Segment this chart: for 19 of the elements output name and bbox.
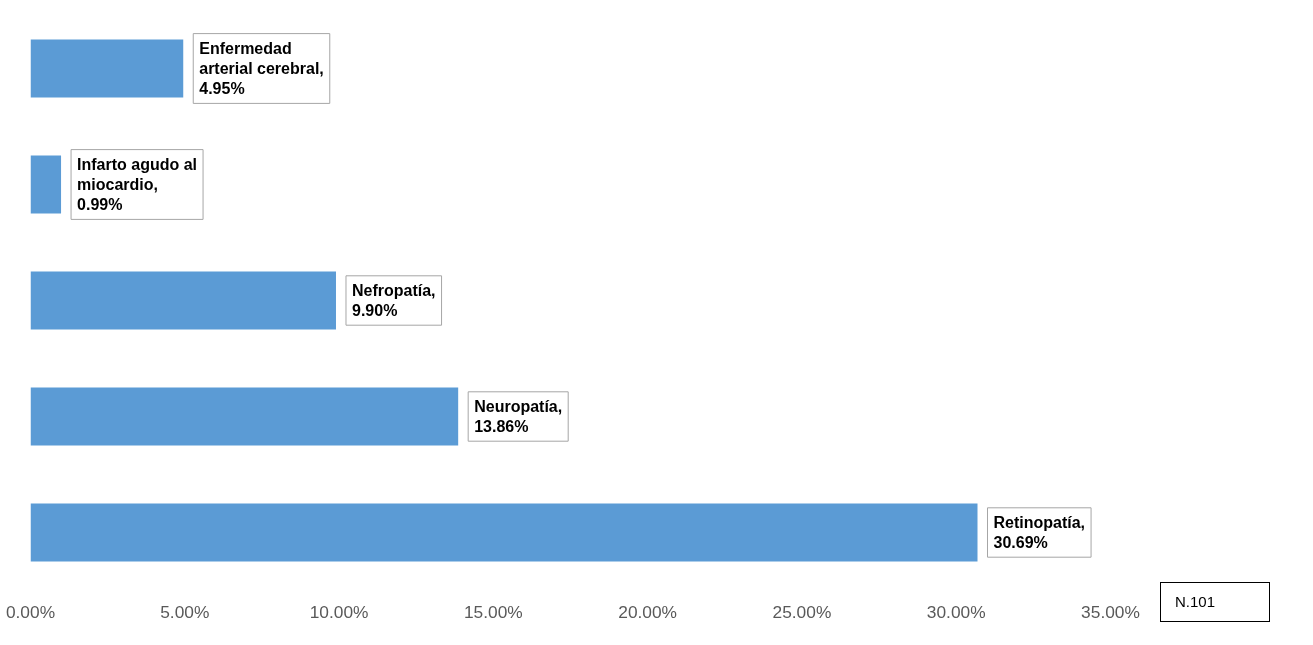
bar	[30, 271, 336, 330]
bar	[30, 387, 459, 446]
data-label: Retinopatía, 30.69%	[993, 513, 1086, 552]
bar	[30, 503, 978, 562]
x-tick-label: 10.00%	[309, 601, 369, 622]
data-label: Enfermedad arterial cerebral, 4.95%	[199, 39, 324, 98]
x-tick-label: 0.00%	[5, 601, 56, 622]
x-tick-label: 5.00%	[160, 601, 210, 622]
data-label: Infarto agudo al miocardio, 0.99%	[77, 155, 198, 214]
bar	[30, 155, 62, 214]
text: N.101	[1175, 592, 1216, 612]
x-tick-label: 35.00%	[1081, 601, 1140, 622]
x-tick-label: 20.00%	[618, 601, 678, 622]
x-tick-label: 15.00%	[463, 601, 523, 622]
bar	[30, 39, 184, 98]
data-label: Neuropatía, 13.86%	[474, 397, 563, 436]
x-tick-label: 25.00%	[772, 601, 832, 622]
x-tick-label: 30.00%	[926, 601, 986, 622]
data-label: Nefropatía, 9.90%	[351, 281, 436, 320]
